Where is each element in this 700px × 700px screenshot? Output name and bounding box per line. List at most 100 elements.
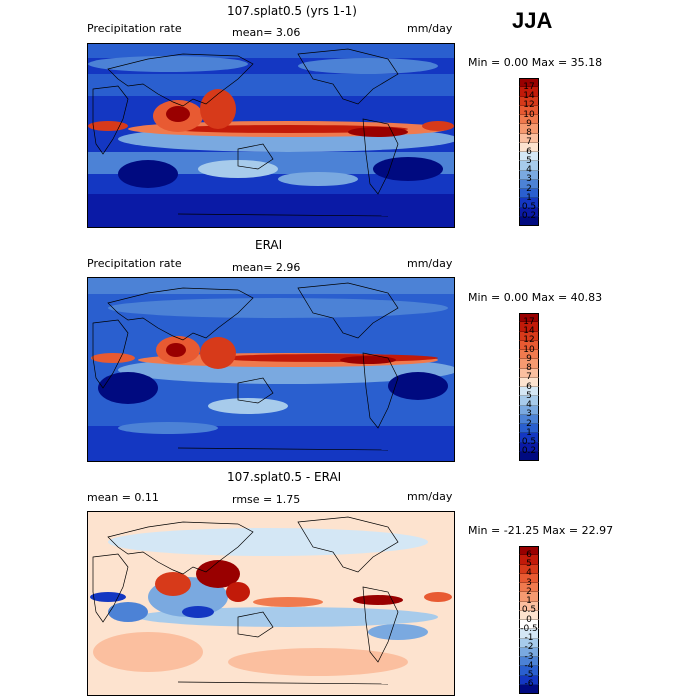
panel-rmse-diff: rmse = 1.75: [232, 493, 301, 506]
colorbar-tick-label: 17: [523, 81, 535, 92]
colorbar-tick-label: 14: [523, 326, 535, 336]
colorbar-tick-label: 3: [526, 174, 532, 185]
colorbar-tick-label: 7: [526, 372, 532, 383]
colorbar-swatch: [519, 322, 539, 332]
colorbar-swatch: [519, 396, 539, 406]
colorbar-tick-label: 5: [526, 155, 532, 166]
colorbar-tick-label: 10: [523, 109, 535, 120]
colorbar-tick-label: -5: [524, 670, 534, 680]
colorbar-swatch: [519, 442, 539, 452]
panel-mean-diff: mean = 0.11: [87, 491, 159, 504]
colorbar-swatch: [519, 610, 539, 620]
colorbar-swatch: [519, 161, 539, 171]
panel-title-model: 107.splat0.5 (yrs 1-1): [227, 4, 357, 18]
colorbar-tick-label: 6: [526, 146, 532, 157]
colorbar-tick-label: 2: [526, 418, 532, 429]
colorbar-swatch: [519, 657, 539, 667]
panel-left-label-obs: Precipitation rate: [87, 257, 182, 270]
colorbar-tick-label: 0.5: [521, 605, 537, 616]
colorbar-swatch: [519, 313, 539, 323]
colorbar-swatch: [519, 331, 539, 341]
colorbar-swatch: [519, 170, 539, 180]
precip-map-obs: [87, 277, 455, 462]
colorbar-swatch: [519, 424, 539, 434]
colorbar-tick-label: 1: [526, 596, 532, 606]
colorbar-tick-label: -1: [524, 633, 534, 643]
colorbar-swatch: [519, 78, 539, 88]
colorbar-tick-label: 0.5: [521, 202, 537, 212]
colorbar-swatch: [519, 189, 539, 199]
colorbar-tick-label: 4: [526, 400, 532, 410]
colorbar-tick-label: -0.5: [520, 623, 538, 634]
colorbar-tick-label: 4: [526, 568, 532, 579]
colorbar-swatch: [519, 555, 539, 565]
panel-title-diff: 107.splat0.5 - ERAI: [227, 470, 342, 484]
colorbar-tick-label: 12: [523, 335, 535, 346]
colorbar-tick-label: -2: [524, 642, 534, 653]
colorbar-swatch: [519, 451, 539, 461]
colorbar-tick-label: -4: [524, 660, 534, 671]
colorbar-swatch: [519, 638, 539, 648]
colorbar-swatch: [519, 647, 539, 657]
colorbar-swatch: [519, 629, 539, 639]
colorbar-swatch: [519, 573, 539, 583]
colorbar-swatch: [519, 620, 539, 630]
colorbar-tick-label: 14: [523, 91, 535, 101]
colorbar-tick-label: 2: [526, 586, 532, 597]
panel-units-model: mm/day: [407, 22, 453, 35]
panel-minmax-obs: Min = 0.00 Max = 40.83: [468, 291, 603, 304]
panel-left-label-model: Precipitation rate: [87, 22, 182, 35]
panel-mean-model: mean= 3.06: [232, 26, 301, 39]
colorbar-swatch: [519, 207, 539, 217]
colorbar-swatch: [519, 546, 539, 556]
colorbar-swatch: [519, 179, 539, 189]
colorbar-swatch: [519, 142, 539, 152]
colorbar-swatch: [519, 405, 539, 415]
colorbar-tick-label: 2: [526, 183, 532, 194]
colorbar-swatch: [519, 87, 539, 97]
colorbar-tick-label: 7: [526, 137, 532, 148]
colorbar-tick-label: 0.2: [521, 211, 537, 222]
colorbar-tick-label: 9: [526, 118, 532, 129]
colorbar-tick-label: 8: [526, 128, 532, 138]
precip-diff-map: [87, 511, 455, 696]
colorbar-swatch: [519, 152, 539, 162]
colorbar-swatch: [519, 124, 539, 134]
colorbar-tick-label: -3: [524, 651, 534, 662]
colorbar-tick-label: 3: [526, 409, 532, 420]
colorbar-swatch: [519, 198, 539, 208]
colorbar-swatch: [519, 666, 539, 676]
colorbar-tick-label: 0.2: [521, 446, 537, 457]
colorbar-tick-label: 10: [523, 344, 535, 355]
colorbar-swatch: [519, 601, 539, 611]
colorbar-swatch: [519, 684, 539, 694]
colorbar-tick-label: 3: [526, 577, 532, 588]
colorbar-tick-label: 8: [526, 363, 532, 373]
precip-map-model: [87, 43, 455, 228]
colorbar-tick-label: 4: [526, 165, 532, 175]
colorbar-obs: 17 14 12 10 9 8 7 6 5 4 3 2 1 0.5 0.2: [519, 313, 539, 461]
panel-units-diff: mm/day: [407, 490, 453, 503]
colorbar-swatch: [519, 377, 539, 387]
colorbar-tick-label: 0.5: [521, 437, 537, 447]
colorbar-swatch: [519, 340, 539, 350]
colorbar-swatch: [519, 368, 539, 378]
panel-title-obs: ERAI: [255, 238, 283, 252]
panel-minmax-diff: Min = -21.25 Max = 22.97: [468, 524, 614, 537]
season-label: JJA: [512, 8, 553, 33]
colorbar-swatch: [519, 105, 539, 115]
colorbar-model: 17 14 12 10 9 8 7 6 5 4 3 2 1 0.5 0.2: [519, 78, 539, 226]
colorbar-tick-label: 17: [523, 316, 535, 327]
colorbar-swatch: [519, 414, 539, 424]
colorbar-swatch: [519, 433, 539, 443]
colorbar-swatch: [519, 96, 539, 106]
colorbar-tick-label: 1: [526, 427, 532, 438]
colorbar-tick-label: 6: [526, 381, 532, 392]
colorbar-tick-label: 12: [523, 100, 535, 111]
panel-mean-obs: mean= 2.96: [232, 261, 301, 274]
colorbar-swatch: [519, 216, 539, 226]
colorbar-tick-label: 0: [526, 614, 532, 625]
colorbar-tick-label: 1: [526, 192, 532, 203]
colorbar-swatch: [519, 592, 539, 602]
colorbar-tick-label: 5: [526, 390, 532, 401]
